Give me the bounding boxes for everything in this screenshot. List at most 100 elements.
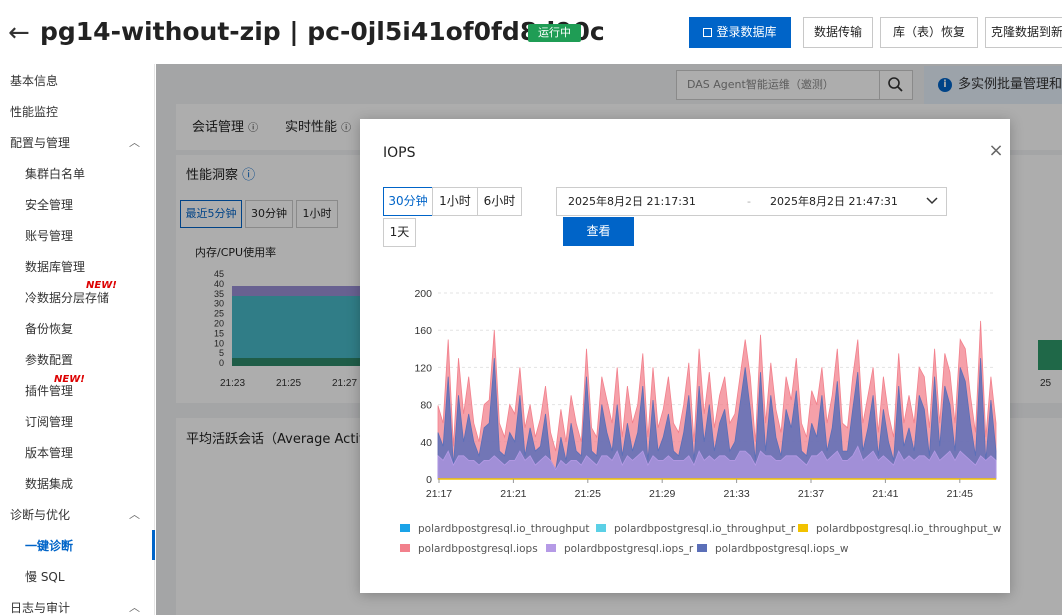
y-tick-label: 25 [214,309,224,319]
sidebar-item-plugins[interactable]: 插件管理 [25,384,74,398]
x-tick-label: 21:25 [276,378,301,389]
sidebar-item-backup[interactable]: 备份恢复 [25,322,74,336]
external-link-icon [703,28,713,37]
y-tick-label: 45 [214,269,224,279]
memory-area [232,288,360,366]
info-icon: i [938,78,952,92]
date-range-picker[interactable]: 2025年8月2日 21:17:31 - 2025年8月2日 21:47:31 [556,187,947,216]
x-tick-label: 21:33 [723,488,749,500]
range-separator: - [747,195,751,208]
fragment-area [1038,340,1062,370]
close-icon[interactable]: × [988,140,1004,161]
page-header: ← pg14-without-zip | pc-0jl5i41of0fd8d90… [0,0,1062,64]
legend-label: polardbpostgresql.io_throughput_w [816,523,1002,535]
tab-realtime[interactable]: 实时性能 ⓘ [285,116,351,135]
sidebar-section-config-label: 配置与管理 [10,136,71,150]
sidebar-section-diagnosis-label: 诊断与优化 [10,508,71,522]
avg-session-title: 平均活跃会话（Average Active [186,432,375,447]
tab-sessions[interactable]: 会话管理 ⓘ [192,116,258,135]
tab-sessions-label: 会话管理 [192,120,245,135]
iops-chart: 200 160 120 80 40 0 21:17 21:21 21:25 21:29 21:33 2… [414,288,997,500]
sidebar-item-cold-storage[interactable]: 冷数据分层存储 [25,291,110,305]
perf-insight-title: 性能洞察 ⓘ [186,164,255,183]
y-tick-label: 120 [414,362,432,374]
search-icon [888,77,903,92]
y-tick-label: 20 [214,319,224,329]
legend-label: polardbpostgresql.iops_r [564,543,694,555]
sidebar-item-slow-sql[interactable]: 慢 SQL [25,570,65,584]
legend-label: polardbpostgresql.io_throughput_r [614,523,796,535]
info-banner-text: 多实例批量管理和 [958,77,1062,92]
sidebar-item-params[interactable]: 参数配置 [25,353,74,367]
data-transfer-button[interactable]: 数据传输 [803,17,873,48]
restore-button[interactable]: 库（表）恢复 [880,17,978,48]
x-tick-label: 21:17 [426,488,452,500]
range-1h-button[interactable]: 1小时 [432,187,478,216]
sidebar-section-logs[interactable]: 日志与审计 ︿ [0,595,154,615]
legend-item[interactable]: polardbpostgresql.io_throughput_r [596,523,795,535]
legend-label: polardbpostgresql.io_throughput [418,523,590,535]
sidebar-item-accounts[interactable]: 账号管理 [25,229,74,243]
sidebar-item-perf-monitor[interactable]: 性能监控 [10,105,59,119]
range-5min-button[interactable]: 最近5分钟 [180,200,242,228]
new-badge: NEW! [54,374,85,385]
sidebar-item-security[interactable]: 安全管理 [25,198,74,212]
modal-title: IOPS [383,145,416,161]
tab-realtime-label: 实时性能 [285,120,338,135]
range-6h-button[interactable]: 6小时 [477,187,522,216]
chevron-up-icon: ︿ [129,601,140,614]
das-agent-search-input[interactable]: DAS Agent智能运维（邀测） [676,70,880,100]
y-tick-label: 160 [414,325,432,337]
info-banner: i 多实例批量管理和 [924,66,1062,104]
help-icon: ⓘ [341,123,352,134]
search-button[interactable] [879,70,913,100]
sidebar-item-basic-info[interactable]: 基本信息 [10,74,59,88]
range-1d-button[interactable]: 1天 [383,218,416,247]
legend-item[interactable]: polardbpostgresql.iops_r [546,543,693,555]
page-title: pg14-without-zip | pc-0jl5i41of0fd8d90c [40,17,605,46]
range-30min-button[interactable]: 30分钟 [245,200,293,228]
clone-button[interactable]: 克隆数据到新 [985,17,1062,48]
x-tick-label: 21:27 [332,378,357,389]
back-arrow-icon[interactable]: ← [8,18,30,48]
help-icon: ⓘ [248,123,259,134]
x-tick-label: 21:41 [872,488,898,500]
other-area [232,358,360,366]
y-tick-label: 5 [219,348,224,358]
legend-item[interactable]: polardbpostgresql.io_throughput [400,523,589,535]
chevron-up-icon: ︿ [129,136,140,149]
x-tick-label: 21:45 [947,488,973,500]
end-time-input[interactable]: 2025年8月2日 21:47:31 [770,195,898,208]
iops-r-area [437,445,997,480]
login-database-button[interactable]: 登录数据库 [689,17,791,48]
legend-swatch [697,544,707,552]
sidebar-section-logs-label: 日志与审计 [10,601,71,615]
y-tick-label: 10 [214,338,224,348]
legend-swatch [400,544,410,552]
y-tick-label: 0 [426,474,432,486]
legend-item[interactable]: polardbpostgresql.iops_w [697,543,849,555]
sidebar-section-diagnosis[interactable]: 诊断与优化 ︿ [0,502,154,528]
start-time-input[interactable]: 2025年8月2日 21:17:31 [568,195,696,208]
sidebar-item-subscriptions[interactable]: 订阅管理 [25,415,74,429]
sidebar: 基本信息 性能监控 配置与管理 ︿ 集群白名单 安全管理 账号管理 数据库管理 冷… [0,64,155,615]
query-button[interactable]: 查看 [563,217,634,246]
sidebar-item-databases[interactable]: 数据库管理 [25,260,86,274]
legend-swatch [798,524,808,532]
login-database-label: 登录数据库 [716,25,777,39]
legend-item[interactable]: polardbpostgresql.iops [400,543,538,555]
sidebar-item-whitelist[interactable]: 集群白名单 [25,167,86,181]
sidebar-item-versions[interactable]: 版本管理 [25,446,74,460]
sidebar-item-integration[interactable]: 数据集成 [25,477,74,491]
sidebar-section-config[interactable]: 配置与管理 ︿ [0,130,154,156]
status-badge: 运行中 [528,24,581,42]
range-30min-button[interactable]: 30分钟 [383,187,433,216]
range-1h-button[interactable]: 1小时 [296,200,338,228]
y-tick-label: 200 [414,288,432,300]
legend-swatch [400,524,410,532]
sidebar-item-one-click-diagnosis[interactable]: 一键诊断 [25,539,74,553]
legend-label: polardbpostgresql.iops [418,543,538,555]
legend-item[interactable]: polardbpostgresql.io_throughput_w [798,523,1001,535]
